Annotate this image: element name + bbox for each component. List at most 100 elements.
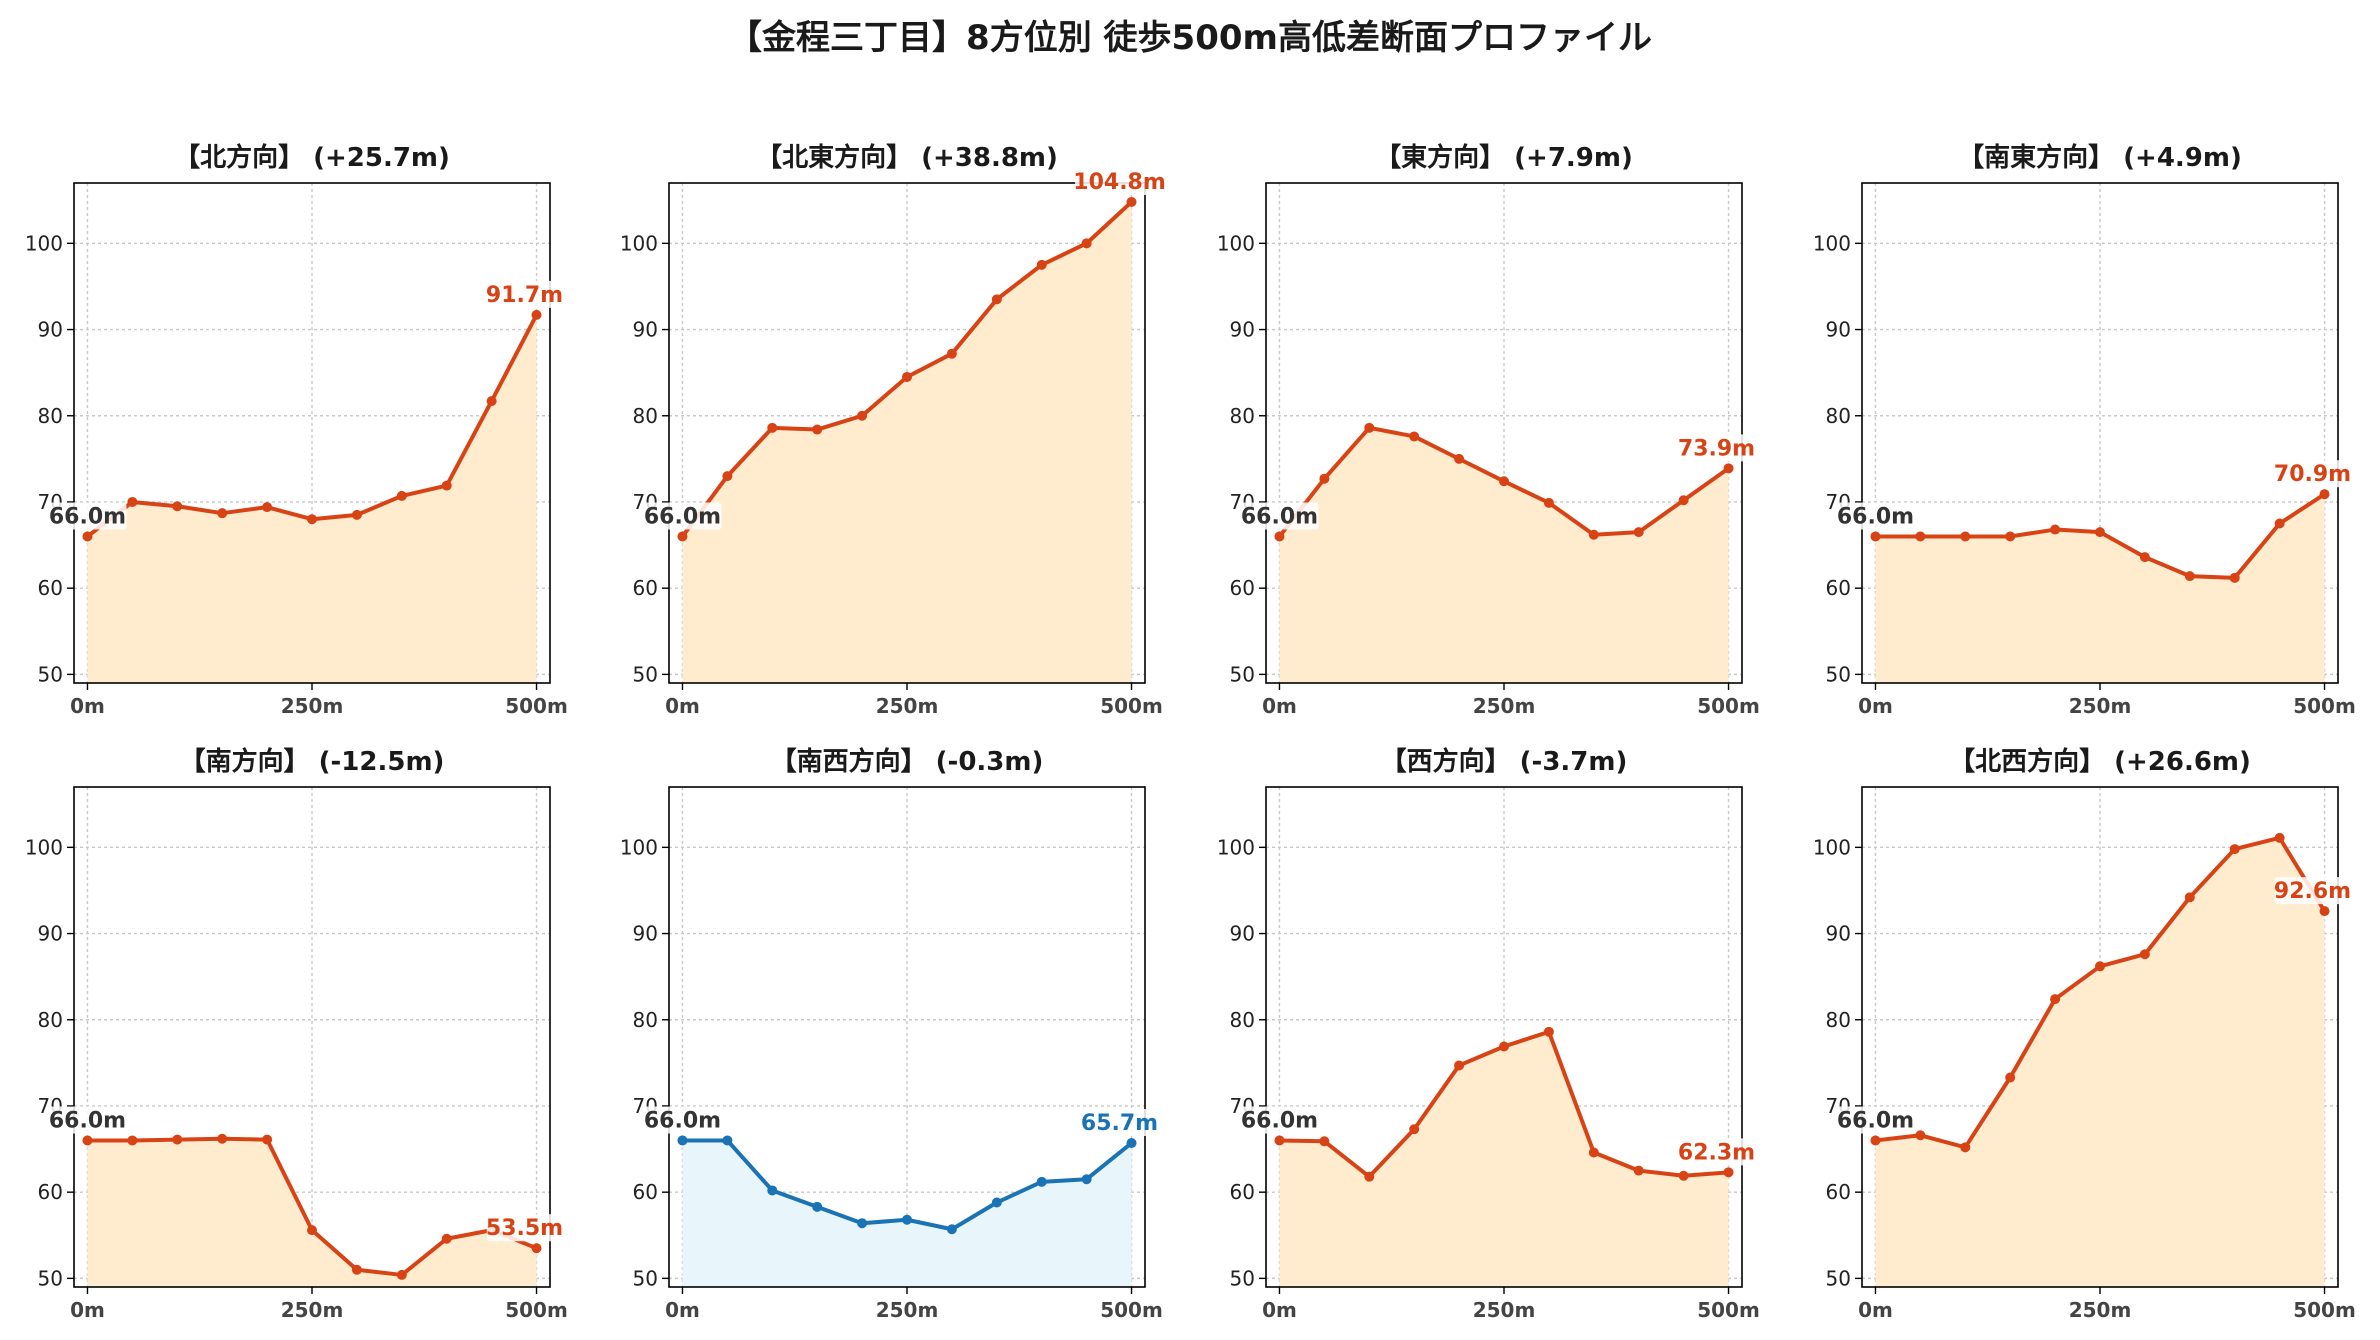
- end-label-bg: [1081, 1109, 1158, 1137]
- data-point: [1081, 1174, 1092, 1185]
- end-label-bg: [1678, 1138, 1755, 1166]
- data-point: [902, 371, 912, 382]
- data-point: [1454, 1060, 1465, 1071]
- data-point: [2095, 527, 2105, 538]
- data-point: [1036, 259, 1047, 270]
- x-tick-label: 0m: [1858, 694, 1893, 718]
- y-tick-label: 90: [633, 318, 658, 342]
- data-point: [991, 294, 1002, 305]
- x-tick-label: 500m: [505, 694, 568, 718]
- start-value-label: 66.0m: [49, 1108, 126, 1133]
- y-tick-label: 50: [633, 1266, 658, 1290]
- data-point: [767, 422, 778, 433]
- data-point: [2095, 961, 2105, 972]
- y-tick-label: 50: [1230, 662, 1255, 686]
- data-point: [531, 309, 542, 320]
- end-value-label: 62.3m: [1678, 1140, 1755, 1165]
- start-label-bg: [643, 502, 722, 530]
- start-label-bg: [643, 1106, 722, 1134]
- y-tick-label: 80: [1826, 1008, 1851, 1032]
- start-value-label: 66.0m: [644, 1108, 721, 1133]
- y-tick-label: 80: [1230, 404, 1255, 428]
- y-tick-label: 60: [1826, 1180, 1851, 1204]
- data-point: [722, 471, 733, 482]
- x-tick-label: 0m: [1262, 694, 1297, 718]
- data-point: [1870, 1135, 1881, 1146]
- data-point: [486, 396, 497, 407]
- end-value-label: 53.5m: [486, 1216, 563, 1241]
- data-point: [127, 496, 138, 507]
- data-point: [307, 1225, 317, 1236]
- start-label-bg: [48, 1106, 127, 1134]
- data-point: [2139, 949, 2150, 960]
- data-point: [1081, 238, 1092, 249]
- x-tick-label: 250m: [1473, 694, 1536, 718]
- data-point: [1543, 497, 1554, 508]
- data-point: [441, 480, 452, 491]
- y-tick-label: 80: [1230, 1008, 1255, 1032]
- data-point: [2139, 552, 2150, 563]
- data-point: [2184, 892, 2195, 903]
- data-point: [812, 424, 823, 435]
- y-tick-label: 90: [38, 318, 63, 342]
- x-tick-label: 500m: [2293, 1298, 2356, 1322]
- y-tick-label: 90: [633, 922, 658, 946]
- x-tick-label: 500m: [1697, 1298, 1760, 1322]
- start-label-bg: [48, 502, 127, 530]
- end-value-label: 73.9m: [1678, 436, 1755, 461]
- data-point: [172, 1134, 183, 1145]
- y-tick-label: 90: [38, 922, 63, 946]
- data-point: [82, 531, 93, 542]
- area-fill: [1279, 427, 1729, 683]
- start-value-label: 66.0m: [1837, 1108, 1914, 1133]
- panel-title: 【南東方向】 (+4.9m): [1958, 142, 2242, 173]
- data-point: [1364, 422, 1375, 433]
- data-point: [1126, 1138, 1137, 1149]
- panel-title: 【西方向】 (-3.7m): [1381, 746, 1628, 777]
- end-label-bg: [486, 1214, 563, 1242]
- data-point: [82, 1135, 93, 1146]
- end-label-bg: [1678, 434, 1755, 462]
- data-point: [351, 509, 362, 520]
- y-tick-label: 90: [1826, 922, 1851, 946]
- data-point: [946, 348, 957, 359]
- x-tick-label: 0m: [665, 1298, 700, 1322]
- x-tick-label: 0m: [665, 694, 700, 718]
- data-point: [2319, 489, 2330, 500]
- x-tick-label: 250m: [876, 694, 939, 718]
- y-tick-label: 60: [38, 576, 63, 600]
- y-tick-label: 90: [1230, 318, 1255, 342]
- start-value-label: 66.0m: [49, 504, 126, 529]
- data-point: [351, 1264, 362, 1275]
- data-point: [1960, 531, 1971, 542]
- panel-title: 【北西方向】 (+26.6m): [1949, 746, 2251, 777]
- end-value-label: 92.6m: [2274, 879, 2351, 904]
- area-fill: [1875, 494, 2325, 683]
- x-tick-label: 250m: [281, 694, 344, 718]
- data-point: [1678, 495, 1689, 506]
- data-point: [677, 531, 688, 542]
- end-value-label: 104.8m: [1073, 170, 1166, 195]
- end-value-label: 91.7m: [486, 283, 563, 308]
- data-point: [1274, 1135, 1285, 1146]
- y-tick-label: 80: [633, 404, 658, 428]
- y-tick-label: 80: [38, 404, 63, 428]
- x-tick-label: 250m: [281, 1298, 344, 1322]
- y-tick-label: 60: [1230, 576, 1255, 600]
- data-point: [1633, 527, 1644, 538]
- data-point: [1036, 1176, 1047, 1187]
- data-point: [946, 1224, 957, 1235]
- panel-title: 【北東方向】 (+38.8m): [756, 142, 1058, 173]
- x-tick-label: 250m: [2069, 694, 2132, 718]
- panel-title: 【北方向】 (+25.7m): [174, 142, 450, 173]
- data-point: [1409, 431, 1420, 442]
- data-point: [2050, 994, 2061, 1005]
- y-tick-label: 100: [1217, 231, 1255, 255]
- start-label-bg: [1240, 502, 1319, 530]
- y-tick-label: 50: [633, 662, 658, 686]
- area-fill: [682, 201, 1132, 683]
- data-point: [1915, 531, 1926, 542]
- area-fill: [87, 314, 537, 683]
